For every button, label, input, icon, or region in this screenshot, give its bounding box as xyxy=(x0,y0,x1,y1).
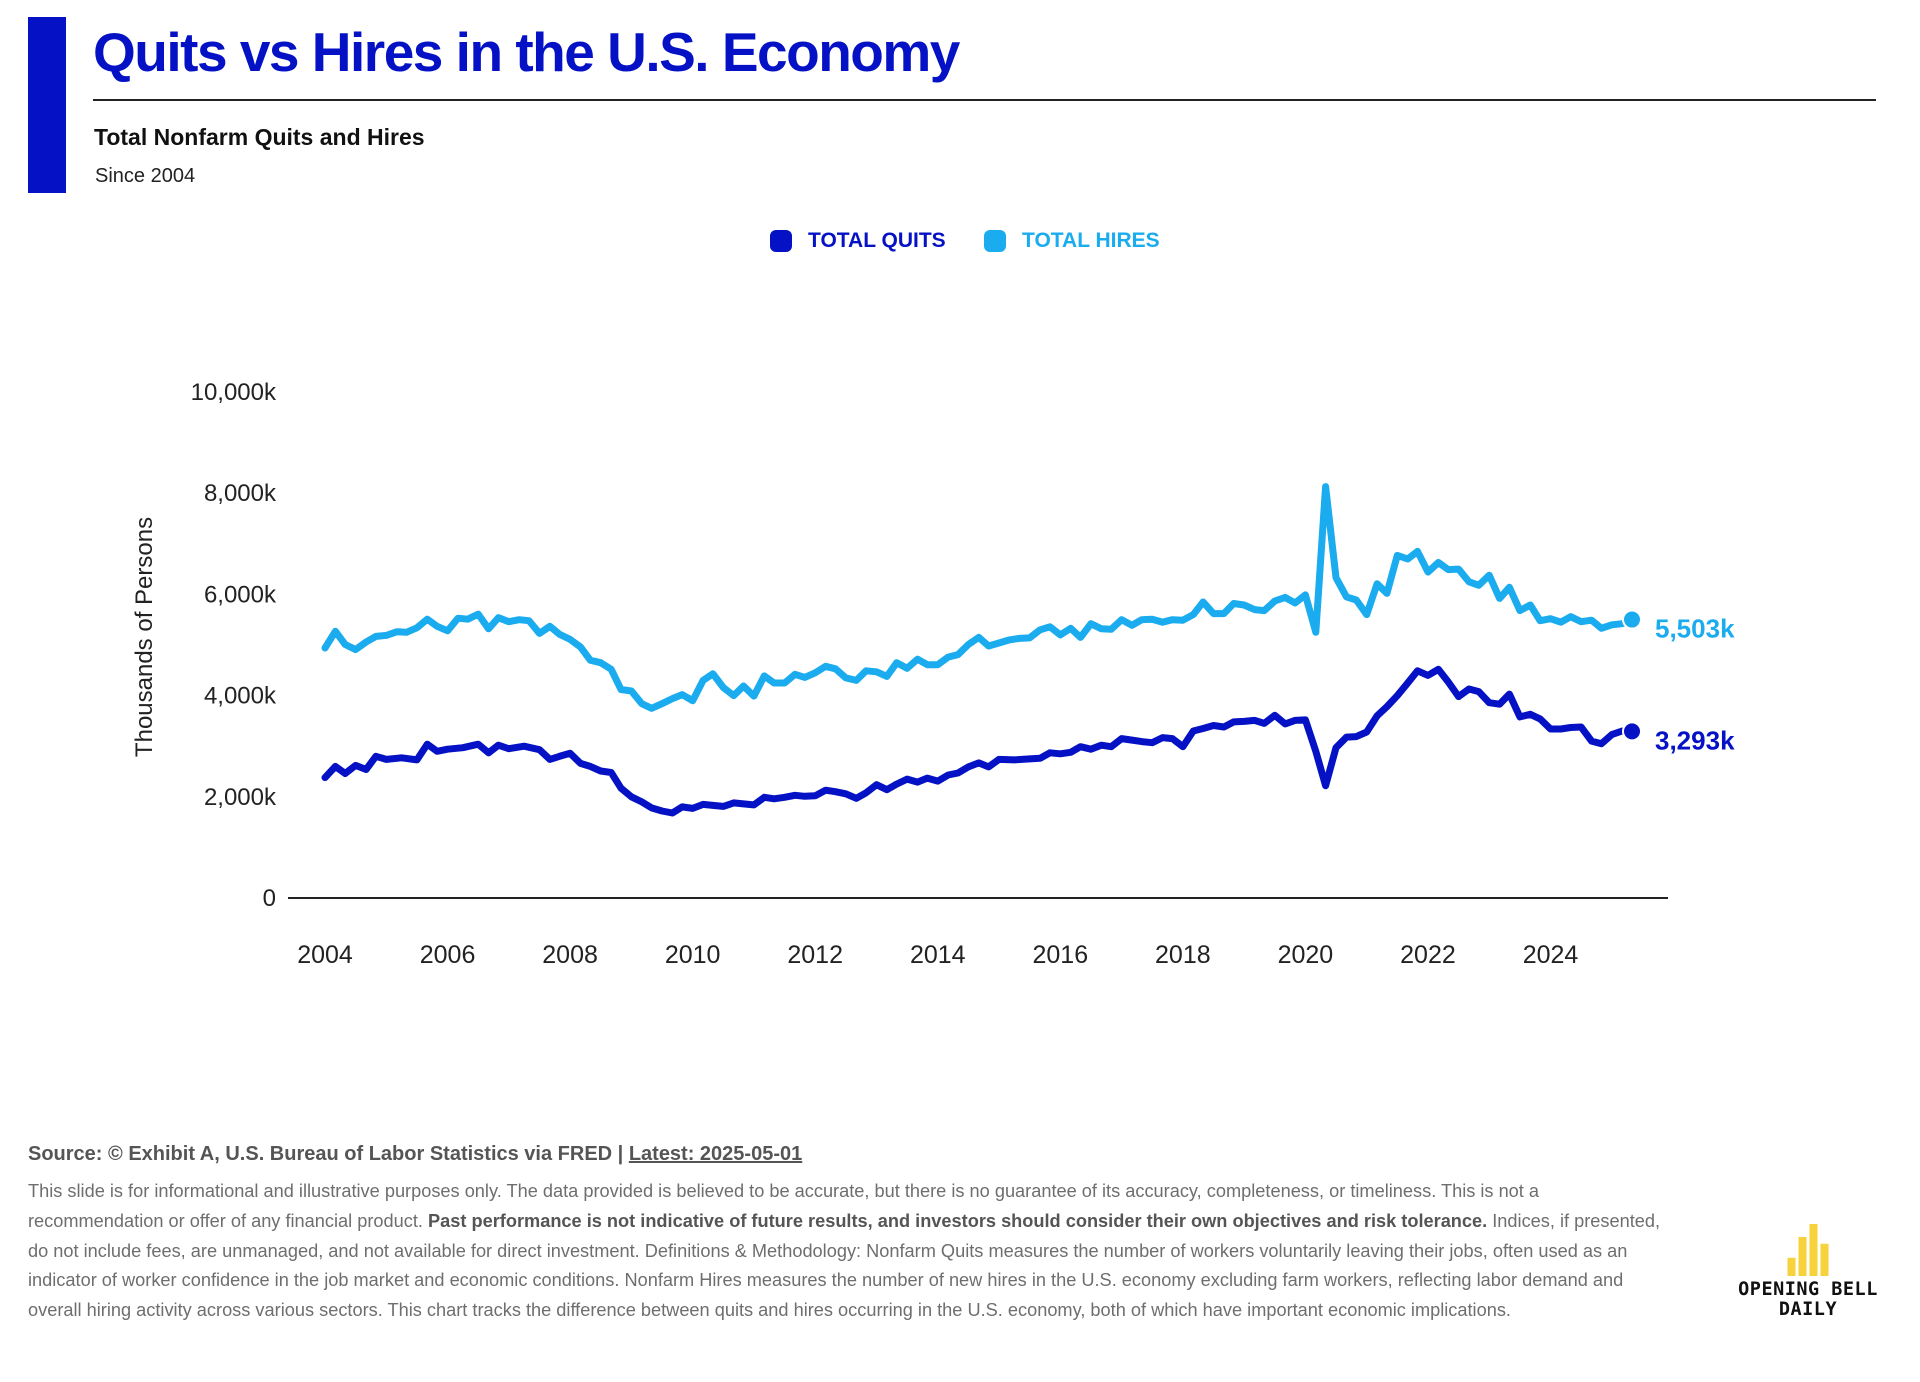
x-tick-label: 2004 xyxy=(297,941,353,969)
y-tick-label: 10,000k xyxy=(191,379,277,406)
end-value-label-quits: 3,293k xyxy=(1655,725,1735,755)
series-line-hires xyxy=(321,483,1636,712)
source-text: Source: © Exhibit A, U.S. Bureau of Labo… xyxy=(28,1143,629,1165)
chart-legend: TOTAL QUITS TOTAL HIRES xyxy=(0,229,1920,259)
x-tick-label: 2020 xyxy=(1278,941,1334,969)
opening-bell-daily-logo: OPENING BELL DAILY xyxy=(1720,1222,1910,1322)
legend-label-quits: TOTAL QUITS xyxy=(808,229,946,252)
logo-bar xyxy=(1798,1237,1807,1276)
y-tick-label: 0 xyxy=(263,885,276,912)
end-marker-hires xyxy=(1622,609,1642,630)
title-accent-bar xyxy=(28,17,66,193)
legend-item-quits[interactable]: TOTAL QUITS xyxy=(770,229,946,253)
legend-item-hires[interactable]: TOTAL HIRES xyxy=(984,229,1160,253)
title-divider xyxy=(93,99,1876,101)
latest-date-link[interactable]: Latest: 2025-05-01 xyxy=(628,1143,803,1165)
legend-swatch-hires xyxy=(984,230,1006,252)
end-marker-quits xyxy=(1622,721,1642,742)
chart-subtitle: Total Nonfarm Quits and Hires xyxy=(94,124,425,150)
y-tick-label: 8,000k xyxy=(204,480,277,507)
x-tick-label: 2022 xyxy=(1400,941,1456,969)
line-chart: 0 2,000k 4,000k 6,000k 8,000k 10,000k 2004 2006… xyxy=(131,379,1735,969)
x-tick-label: 2018 xyxy=(1155,941,1211,969)
logo-wordmark: OPENING BELL DAILY xyxy=(1720,1280,1896,1320)
x-tick-label: 2006 xyxy=(420,941,476,969)
disclaimer-text: This slide is for informational and illu… xyxy=(28,1177,1668,1326)
page-title: Quits vs Hires in the U.S. Economy xyxy=(93,21,960,83)
logo-line-1: OPENING BELL xyxy=(1738,1279,1878,1300)
y-axis-title: Thousands of Persons xyxy=(131,517,158,757)
legend-swatch-quits xyxy=(770,230,792,252)
x-tick-label: 2024 xyxy=(1523,941,1579,969)
logo-bars-icon xyxy=(1787,1224,1829,1276)
source-line: Source: © Exhibit A, U.S. Bureau of Labo… xyxy=(28,1143,802,1166)
y-tick-label: 2,000k xyxy=(204,784,277,811)
disclaimer-warning: Past performance is not indicative of fu… xyxy=(428,1210,1488,1231)
disclaimer-intro: This slide is for informational and illu… xyxy=(28,1181,1540,1231)
logo-bar xyxy=(1820,1243,1829,1276)
y-tick-label: 6,000k xyxy=(204,581,277,608)
x-tick-label: 2014 xyxy=(910,941,966,969)
logo-line-2: DAILY xyxy=(1778,1299,1838,1320)
series-line-quits xyxy=(321,665,1636,817)
logo-bar xyxy=(1787,1257,1796,1276)
end-value-label-hires: 5,503k xyxy=(1655,614,1735,644)
disclaimer-methodology: Indices, if presented, do not include fe… xyxy=(28,1210,1661,1321)
logo-bar xyxy=(1809,1224,1818,1276)
x-tick-label: 2008 xyxy=(542,941,598,969)
x-tick-label: 2010 xyxy=(665,941,721,969)
legend-label-hires: TOTAL HIRES xyxy=(1022,229,1160,252)
x-tick-label: 2012 xyxy=(787,941,843,969)
y-tick-label: 4,000k xyxy=(204,683,277,710)
chart-period: Since 2004 xyxy=(95,165,196,187)
x-tick-label: 2016 xyxy=(1032,941,1088,969)
